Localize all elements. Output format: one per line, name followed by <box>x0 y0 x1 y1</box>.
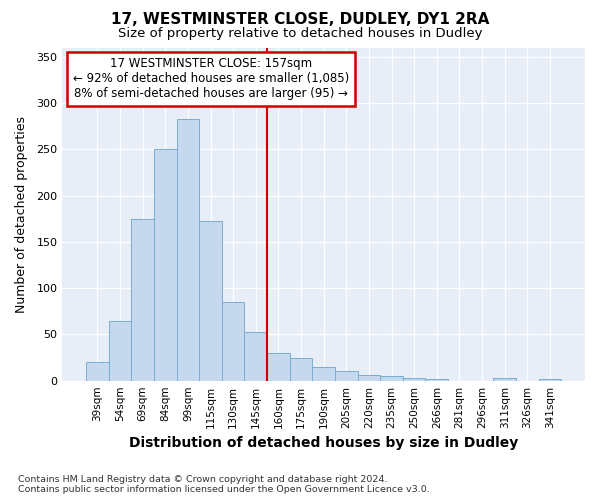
X-axis label: Distribution of detached houses by size in Dudley: Distribution of detached houses by size … <box>129 436 518 450</box>
Text: Contains HM Land Registry data © Crown copyright and database right 2024.
Contai: Contains HM Land Registry data © Crown c… <box>18 474 430 494</box>
Bar <box>222 302 244 380</box>
Bar <box>154 150 176 380</box>
Bar <box>244 332 267 380</box>
Bar <box>109 320 131 380</box>
Bar <box>493 378 516 380</box>
Bar <box>176 119 199 380</box>
Bar <box>358 375 380 380</box>
Text: 17, WESTMINSTER CLOSE, DUDLEY, DY1 2RA: 17, WESTMINSTER CLOSE, DUDLEY, DY1 2RA <box>111 12 489 28</box>
Bar <box>313 367 335 380</box>
Bar <box>539 379 561 380</box>
Bar <box>290 358 313 380</box>
Bar <box>335 372 358 380</box>
Bar <box>131 218 154 380</box>
Bar <box>403 378 425 380</box>
Y-axis label: Number of detached properties: Number of detached properties <box>15 116 28 312</box>
Bar <box>199 222 222 380</box>
Text: 17 WESTMINSTER CLOSE: 157sqm
← 92% of detached houses are smaller (1,085)
8% of : 17 WESTMINSTER CLOSE: 157sqm ← 92% of de… <box>73 58 349 100</box>
Text: Size of property relative to detached houses in Dudley: Size of property relative to detached ho… <box>118 28 482 40</box>
Bar <box>86 362 109 380</box>
Bar <box>425 379 448 380</box>
Bar <box>267 353 290 380</box>
Bar <box>380 376 403 380</box>
